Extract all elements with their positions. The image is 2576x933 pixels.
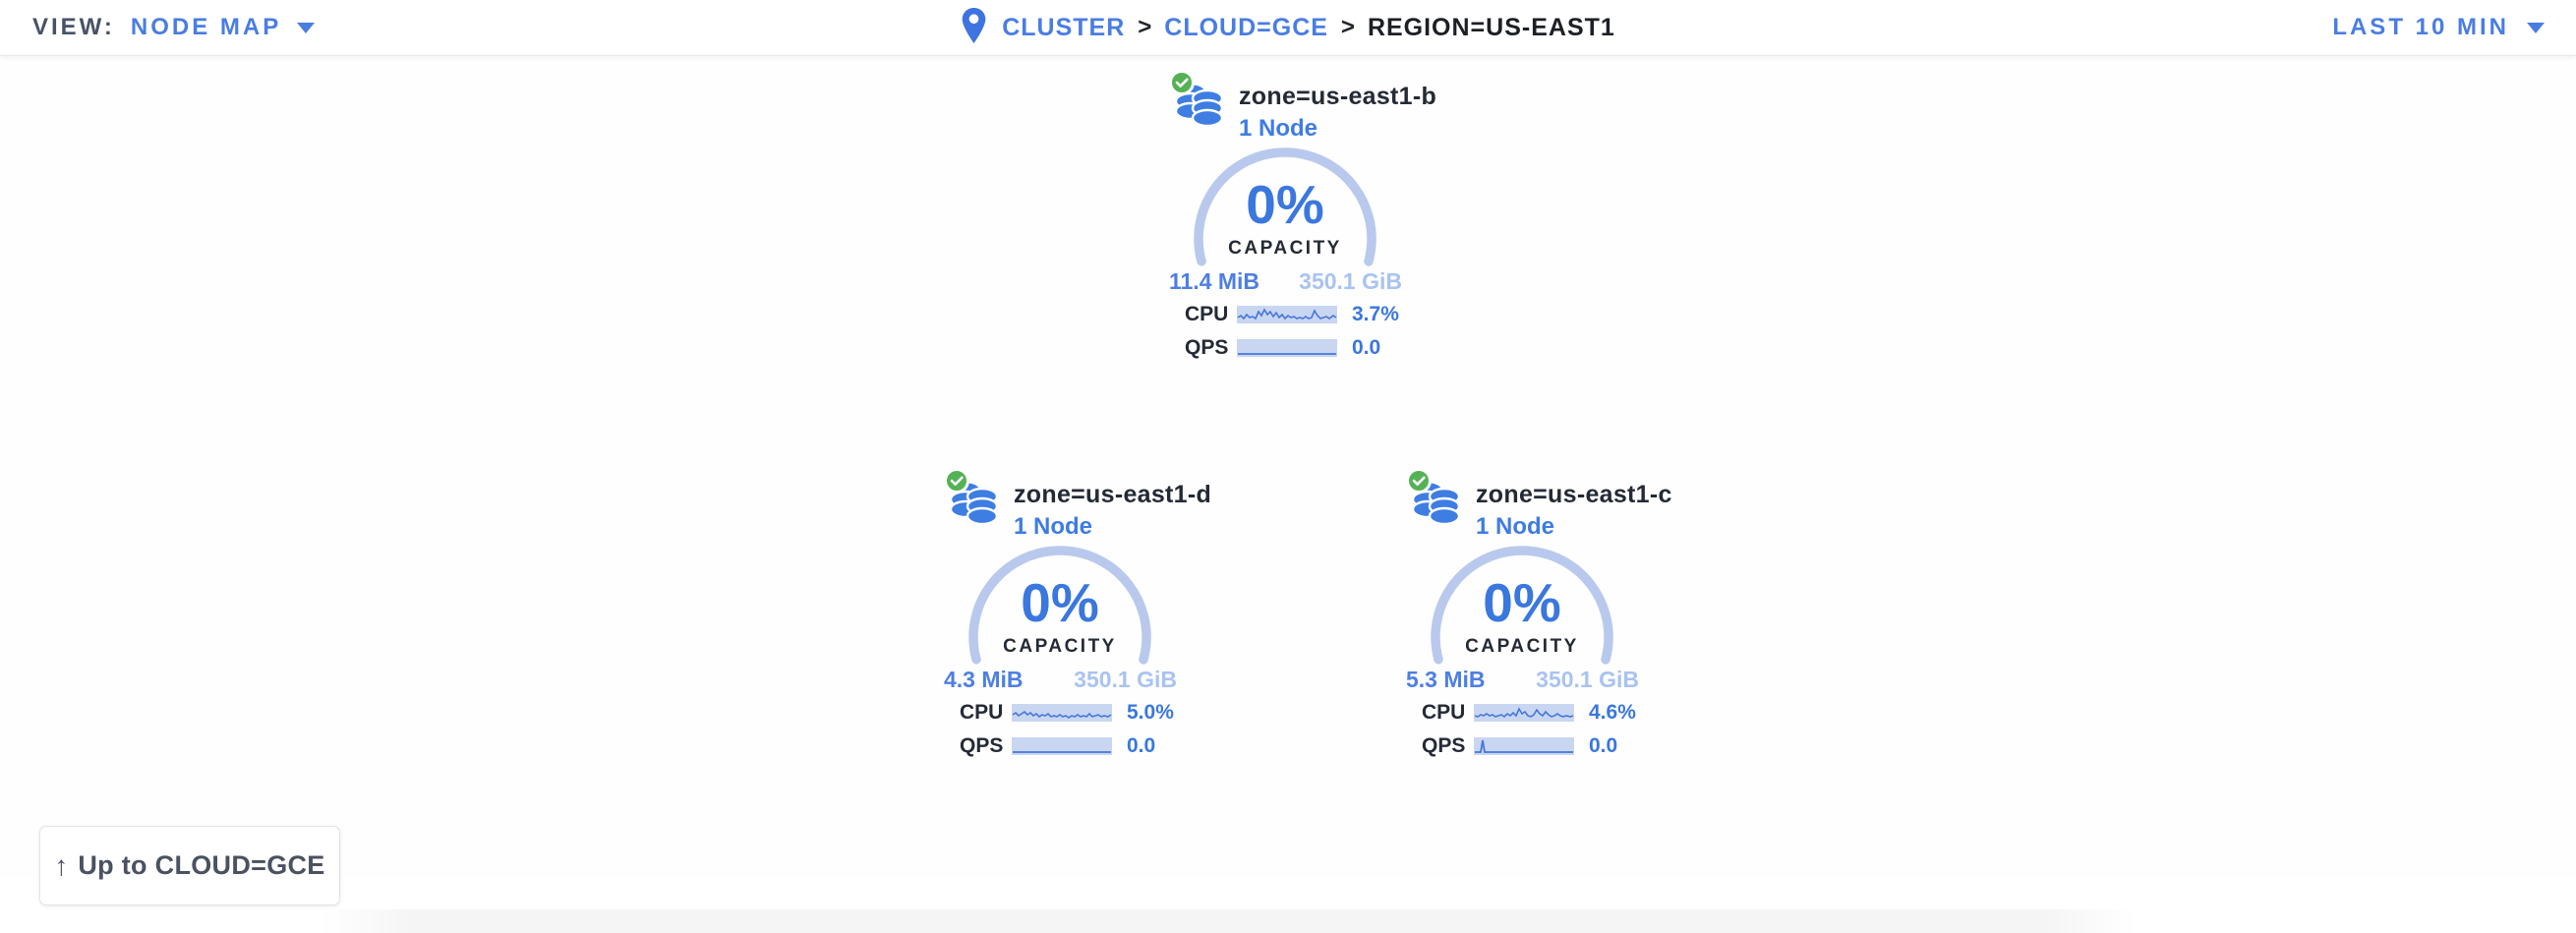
cpu-value: 5.0% <box>1127 701 1174 724</box>
database-stack-icon <box>1174 82 1224 128</box>
capacity-arc <box>968 546 1151 729</box>
capacity-used: 5.3 MiB <box>1406 667 1486 692</box>
cpu-label: CPU <box>1185 303 1229 325</box>
cpu-value: 4.6% <box>1589 701 1636 724</box>
cpu-stat-row: CPU 3.7% <box>1185 303 1399 326</box>
capacity-percent: 0% <box>1483 572 1561 633</box>
zone-node-count[interactable]: 1 Node <box>1476 513 1555 540</box>
cpu-sparkline <box>1237 306 1337 323</box>
capacity-arc <box>1431 546 1613 729</box>
cpu-stat-row: CPU 5.0% <box>960 701 1174 725</box>
zone-icon <box>1406 468 1464 532</box>
breadcrumb-cluster[interactable]: CLUSTER <box>1002 13 1126 41</box>
zone-header: zone=us-east1-c 1 Node <box>1406 468 1672 541</box>
zone-name: zone=us-east1-c <box>1476 481 1672 508</box>
location-pin-icon <box>962 8 986 43</box>
zone-header: zone=us-east1-b 1 Node <box>1169 70 1436 143</box>
zone-icon <box>944 468 1002 532</box>
qps-sparkline <box>1237 339 1337 357</box>
breadcrumb-separator: > <box>1340 14 1355 40</box>
qps-stat-row: QPS 0.0 <box>1185 336 1380 360</box>
healthy-check-badge-icon <box>1169 70 1195 95</box>
qps-value: 0.0 <box>1352 336 1381 359</box>
zone-name: zone=us-east1-d <box>1014 481 1212 508</box>
database-stack-icon <box>949 480 999 526</box>
up-to-cloud-gce-button[interactable]: ↑ Up to CLOUD=GCE <box>39 826 340 905</box>
qps-stat-row: QPS 0.0 <box>1422 734 1617 758</box>
qps-sparkline <box>1012 737 1112 755</box>
cpu-label: CPU <box>1422 701 1466 724</box>
capacity-total: 350.1 GiB <box>1074 667 1177 692</box>
cpu-stat-row: CPU 4.6% <box>1422 701 1636 725</box>
capacity-total: 350.1 GiB <box>1299 268 1402 294</box>
view-switcher[interactable]: VIEW: NODE MAP <box>32 0 316 55</box>
zone-header: zone=us-east1-d 1 Node <box>944 468 1211 541</box>
chevron-down-icon[interactable] <box>2527 22 2545 33</box>
breadcrumb-region-current: REGION=US-EAST1 <box>1367 13 1615 41</box>
qps-value: 0.0 <box>1127 734 1156 757</box>
breadcrumb: CLUSTER > CLOUD=GCE > REGION=US-EAST1 <box>0 0 2576 55</box>
cpu-sparkline <box>1474 704 1574 722</box>
up-button-label: Up to CLOUD=GCE <box>78 850 325 880</box>
capacity-values: 5.3 MiB 350.1 GiB <box>1406 667 1639 693</box>
capacity-used: 4.3 MiB <box>944 667 1024 692</box>
zone-card-us-east1-d[interactable]: zone=us-east1-d 1 Node 0% CAPACITY 4.3 M… <box>937 468 1211 764</box>
capacity-label: CAPACITY <box>1228 238 1342 259</box>
capacity-percent: 0% <box>1246 174 1324 235</box>
zone-titles: zone=us-east1-b 1 Node <box>1239 73 1436 143</box>
capacity-total: 350.1 GiB <box>1536 667 1639 692</box>
capacity-label: CAPACITY <box>1003 636 1117 657</box>
zone-titles: zone=us-east1-c 1 Node <box>1476 471 1672 541</box>
capacity-values: 11.4 MiB 350.1 GiB <box>1169 268 1402 295</box>
qps-value: 0.0 <box>1589 734 1618 757</box>
zone-titles: zone=us-east1-d 1 Node <box>1014 471 1211 541</box>
top-bar: VIEW: NODE MAP CLUSTER > CLOUD=GCE > REG… <box>0 0 2576 56</box>
zone-node-count[interactable]: 1 Node <box>1014 513 1093 540</box>
zone-name: zone=us-east1-b <box>1239 83 1437 110</box>
database-stack-icon <box>1411 480 1461 526</box>
zone-card-us-east1-c[interactable]: zone=us-east1-c 1 Node 0% CAPACITY 5.3 M… <box>1399 468 1671 764</box>
capacity-percent: 0% <box>1021 572 1099 633</box>
qps-sparkline <box>1474 737 1574 755</box>
bottom-panel-edge <box>321 909 2136 933</box>
view-label: VIEW: <box>32 14 115 40</box>
time-range-selector[interactable]: LAST 10 MIN <box>2332 0 2545 55</box>
zone-card-us-east1-b[interactable]: zone=us-east1-b 1 Node 0% CAPACITY 11.4 … <box>1162 70 1436 366</box>
capacity-label: CAPACITY <box>1465 636 1579 657</box>
qps-label: QPS <box>1185 336 1229 359</box>
qps-label: QPS <box>960 734 1004 757</box>
cpu-label: CPU <box>960 701 1004 724</box>
zone-node-count[interactable]: 1 Node <box>1239 115 1318 142</box>
capacity-arc <box>1194 147 1376 330</box>
zone-icon <box>1169 70 1227 134</box>
chevron-down-icon[interactable] <box>297 22 316 33</box>
cpu-value: 3.7% <box>1352 303 1399 325</box>
healthy-check-badge-icon <box>944 468 969 494</box>
capacity-values: 4.3 MiB 350.1 GiB <box>944 667 1177 693</box>
healthy-check-badge-icon <box>1406 468 1432 494</box>
time-range-value[interactable]: LAST 10 MIN <box>2332 14 2509 40</box>
breadcrumb-cloud-gce[interactable]: CLOUD=GCE <box>1164 13 1328 41</box>
qps-stat-row: QPS 0.0 <box>960 734 1155 758</box>
up-arrow-icon: ↑ <box>54 849 69 881</box>
cpu-sparkline <box>1012 704 1112 722</box>
breadcrumb-separator: > <box>1138 14 1152 40</box>
qps-label: QPS <box>1422 734 1466 757</box>
node-map-canvas: zone=us-east1-b 1 Node 0% CAPACITY 11.4 … <box>0 56 2576 933</box>
view-value[interactable]: NODE MAP <box>130 14 282 40</box>
capacity-used: 11.4 MiB <box>1169 268 1260 294</box>
